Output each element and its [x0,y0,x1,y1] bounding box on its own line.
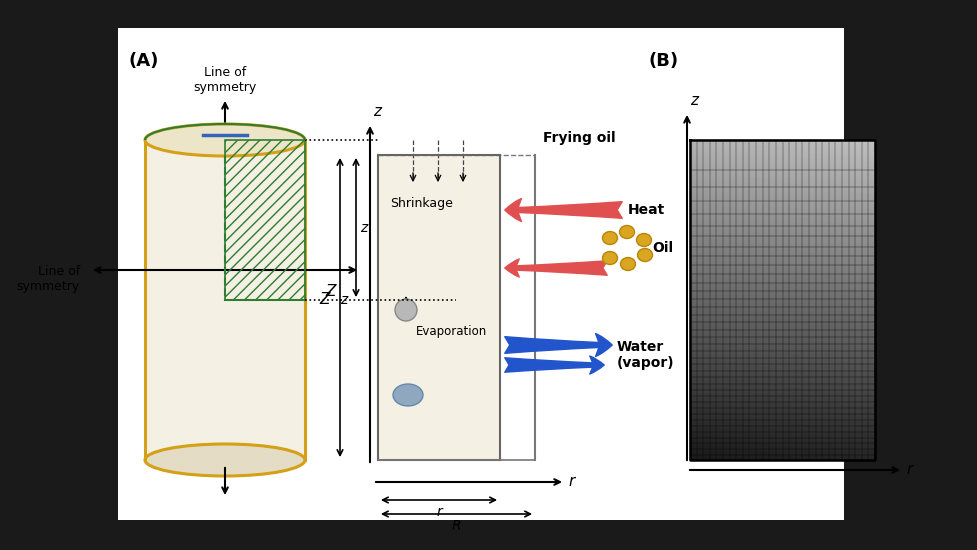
Ellipse shape [603,251,617,265]
Text: z: z [360,221,367,234]
Text: Evaporation: Evaporation [416,325,488,338]
Text: Water
(vapor): Water (vapor) [617,340,675,370]
Bar [118,28,844,520]
Text: Line of
symmetry: Line of symmetry [17,265,80,293]
Text: Heat: Heat [628,203,665,217]
Text: r: r [436,505,442,519]
Ellipse shape [620,257,635,271]
Ellipse shape [393,384,423,406]
Bar [225,140,305,300]
Text: (B): (B) [648,52,678,70]
Text: r: r [906,463,913,477]
Text: R: R [451,519,461,533]
Text: Line of
symmetry: Line of symmetry [193,66,257,94]
Text: z: z [340,293,347,307]
Text: Z: Z [325,284,336,300]
Text: r: r [568,475,574,490]
Bar [378,155,500,460]
Ellipse shape [638,249,653,261]
Text: z: z [690,93,698,108]
Text: z: z [373,104,381,119]
Ellipse shape [619,226,634,239]
Text: Oil: Oil [652,241,673,255]
Ellipse shape [145,124,305,156]
Ellipse shape [636,234,652,246]
Ellipse shape [603,232,617,245]
Text: (A): (A) [128,52,158,70]
Text: Frying oil: Frying oil [543,131,616,145]
Ellipse shape [395,299,417,321]
Ellipse shape [145,444,305,476]
Text: Shrinkage: Shrinkage [390,197,453,210]
Bar [145,140,305,460]
Text: Z: Z [319,293,330,307]
